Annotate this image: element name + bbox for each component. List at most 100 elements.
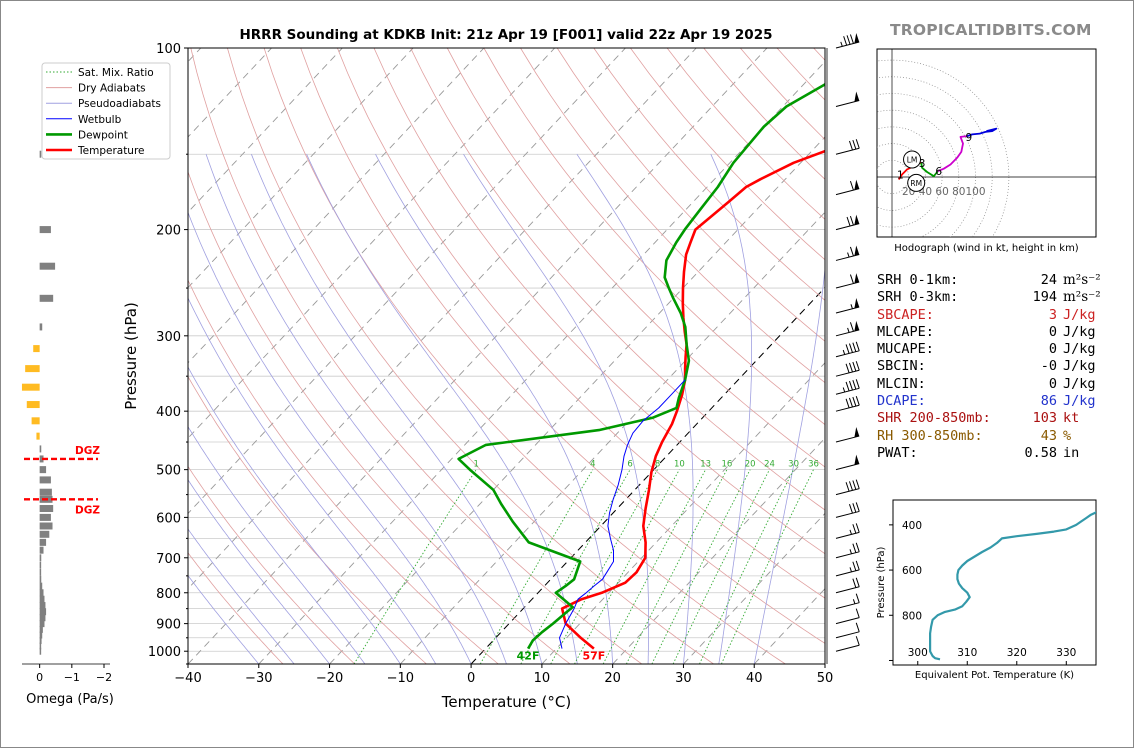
skewt-background-lines: 1 4 6 8 10 13 16 20 24 30 36 bbox=[188, 48, 825, 664]
barb-flag bbox=[854, 298, 860, 309]
dry-adiabat-line bbox=[190, 48, 643, 664]
y-tick-label: 600 bbox=[156, 511, 181, 526]
omega-bar bbox=[21, 383, 40, 391]
mixing-ratio-label: 10 bbox=[674, 460, 685, 470]
omega-bar bbox=[39, 466, 47, 474]
x-tick-label: −40 bbox=[174, 671, 201, 686]
barb-flag bbox=[854, 273, 860, 284]
stat-unit: J/kg bbox=[1063, 375, 1096, 392]
wind-barb bbox=[835, 502, 860, 518]
omega-bar bbox=[39, 595, 45, 603]
barb-full bbox=[849, 215, 854, 226]
wind-barb bbox=[835, 608, 860, 625]
hodograph-ring-label: 80 bbox=[952, 186, 965, 198]
stat-row: DCAPE: 86 J/kg bbox=[877, 393, 1117, 410]
moist-adiabat-line bbox=[188, 528, 295, 664]
dgz-label: DGZ bbox=[75, 504, 100, 516]
barb-shaft bbox=[835, 188, 860, 196]
barb-full bbox=[849, 274, 854, 284]
mixing-ratio-label: 1 bbox=[473, 460, 478, 470]
barb-full bbox=[855, 622, 860, 632]
wind-barb bbox=[835, 542, 860, 559]
stat-label: MLCIN: bbox=[877, 375, 926, 392]
omega-bar bbox=[39, 582, 43, 590]
skewt-legend: Sat. Mix. Ratio Dry Adiabats Pseudoadiabat… bbox=[41, 62, 171, 160]
dewpoint-line bbox=[457, 82, 825, 650]
barb-half bbox=[852, 599, 856, 604]
omega-bar bbox=[39, 530, 50, 538]
barb-full bbox=[852, 524, 857, 534]
isotherm-line bbox=[258, 60, 825, 664]
surface-dewpoint-label: 42F bbox=[517, 650, 540, 663]
barb-full bbox=[852, 503, 857, 513]
mixing-ratio-label: 20 bbox=[745, 460, 756, 470]
y-tick-label: 900 bbox=[156, 618, 181, 633]
legend-label: Sat. Mix. Ratio bbox=[78, 67, 154, 79]
barb-full bbox=[852, 380, 857, 390]
omega-bar bbox=[39, 476, 51, 484]
skewt-axes: 42F 57F −40 −30 −20 −10 0 10 20 30 40 50 100 200 300 40… bbox=[122, 42, 833, 711]
dry-adiabat-line bbox=[337, 48, 825, 599]
wind-barb bbox=[835, 379, 860, 395]
dry-adiabat-line bbox=[593, 48, 825, 301]
omega-bar bbox=[39, 561, 42, 569]
mixing-ratio-label: 36 bbox=[808, 460, 819, 470]
omega-bar bbox=[39, 505, 54, 513]
x-tick-label: −30 bbox=[245, 671, 272, 686]
hodograph-frame bbox=[876, 48, 1097, 238]
hodograph-caption: Hodograph (wind in kt, height in km) bbox=[894, 243, 1079, 254]
omega-bar bbox=[39, 226, 51, 234]
stat-label: SHR 200-850mb: bbox=[877, 410, 991, 427]
barb-full bbox=[852, 139, 857, 150]
barb-flag bbox=[854, 427, 860, 438]
stat-row: MLCIN: 0 J/kg bbox=[877, 376, 1117, 393]
barb-shaft bbox=[835, 281, 860, 289]
barb-shaft bbox=[835, 602, 860, 610]
dry-adiabat-line bbox=[300, 48, 825, 644]
x-tick-label: 0 bbox=[467, 671, 475, 686]
barb-full bbox=[846, 216, 851, 227]
omega-bar bbox=[39, 546, 44, 554]
theta-e-y-tick-label: 400 bbox=[902, 520, 922, 532]
barb-full bbox=[845, 344, 850, 354]
mixing-ratio-line bbox=[479, 469, 594, 664]
x-axis-label: Temperature (°C) bbox=[441, 693, 571, 711]
theta-e-y-label: Pressure (hPa) bbox=[876, 547, 887, 619]
barb-full bbox=[855, 542, 860, 552]
omega-bar bbox=[31, 417, 40, 425]
wind-barb bbox=[835, 361, 860, 377]
moist-adiabat-line bbox=[188, 211, 472, 664]
barb-full bbox=[852, 480, 857, 490]
stat-row: SRH 0-1km: 24 m²s⁻² bbox=[877, 272, 1117, 289]
stat-value: 0 bbox=[1048, 375, 1057, 392]
moist-adiabat-line bbox=[375, 154, 614, 664]
storm-motion-marker bbox=[907, 173, 926, 192]
wind-barb bbox=[835, 298, 860, 314]
barb-full bbox=[852, 361, 857, 372]
moist-adiabat-line bbox=[205, 154, 507, 664]
barb-full bbox=[855, 636, 860, 646]
omega-bar bbox=[39, 554, 42, 562]
barb-half bbox=[850, 304, 853, 309]
theta-e-panel: 300 310 320 330 400 600 800 Equivalent Pot. Tem… bbox=[876, 499, 1097, 681]
stat-value: 43 bbox=[1040, 427, 1057, 444]
dry-adiabat-line bbox=[227, 48, 714, 664]
barb-full bbox=[855, 361, 860, 371]
y-tick-label: 800 bbox=[156, 587, 181, 602]
x-tick-label: −20 bbox=[316, 671, 343, 686]
stat-label: SRH 0-1km: bbox=[877, 272, 959, 288]
hodograph-plot: 2040608010012369LMRM bbox=[877, 49, 1096, 237]
barb-full bbox=[845, 398, 850, 408]
omega-tick-label: 0 bbox=[36, 671, 43, 684]
legend-label: Pseudoadiabats bbox=[78, 98, 161, 110]
stat-row: SRH 0-3km: 194 m²s⁻² bbox=[877, 289, 1117, 306]
stat-value: 24 bbox=[1040, 272, 1057, 288]
stat-label: RH 300-850mb: bbox=[877, 427, 983, 444]
wind-barb bbox=[835, 139, 860, 155]
moist-adiabat-line bbox=[188, 366, 401, 664]
omega-tick-label: −1 bbox=[64, 671, 80, 684]
wind-barb bbox=[835, 179, 860, 196]
omega-bar bbox=[39, 294, 54, 302]
omega-bar bbox=[39, 625, 43, 633]
theta-e-y-tick-label: 600 bbox=[902, 565, 922, 577]
